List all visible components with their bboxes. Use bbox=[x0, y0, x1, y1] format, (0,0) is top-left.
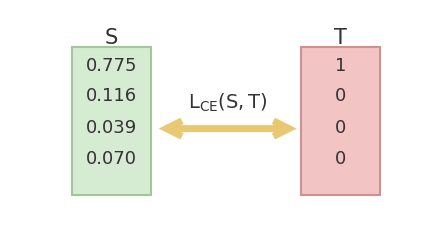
Text: 0: 0 bbox=[335, 119, 346, 137]
Text: 0.070: 0.070 bbox=[86, 150, 137, 168]
Text: 0: 0 bbox=[335, 87, 346, 105]
Text: T: T bbox=[334, 28, 347, 48]
Text: $\mathregular{L}_{\mathregular{CE}}$$\mathregular{(S,T)}$: $\mathregular{L}_{\mathregular{CE}}$$\ma… bbox=[188, 92, 268, 114]
FancyArrowPatch shape bbox=[167, 121, 289, 136]
FancyBboxPatch shape bbox=[72, 47, 151, 195]
Text: 0.775: 0.775 bbox=[86, 57, 137, 75]
Text: 0.116: 0.116 bbox=[86, 87, 137, 105]
FancyBboxPatch shape bbox=[301, 47, 380, 195]
Text: 0: 0 bbox=[335, 150, 346, 168]
Text: 0.039: 0.039 bbox=[86, 119, 137, 137]
Text: S: S bbox=[105, 28, 118, 48]
Text: 1: 1 bbox=[335, 57, 346, 75]
